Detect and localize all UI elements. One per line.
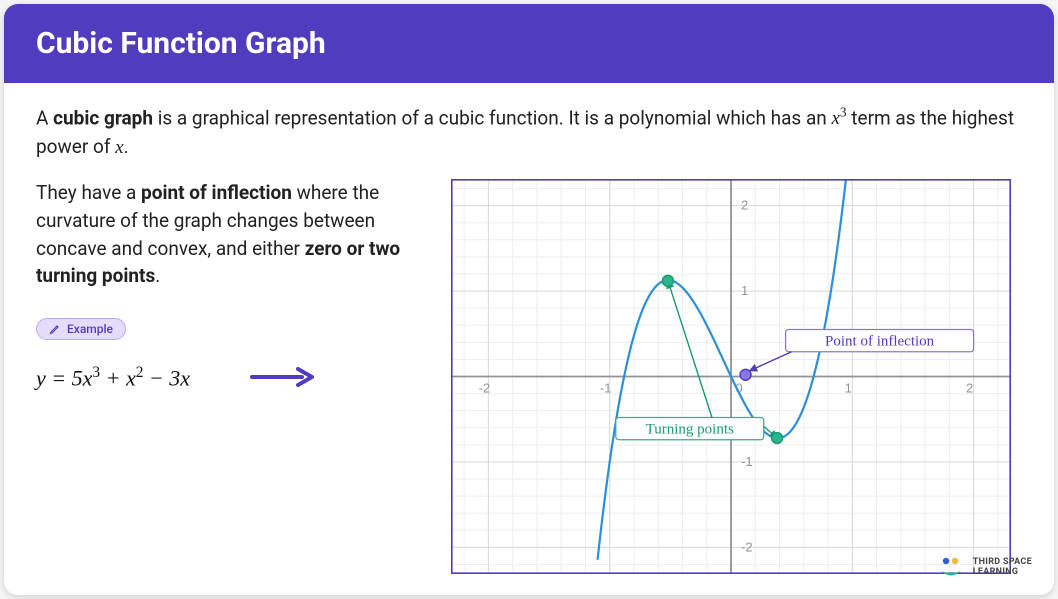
svg-text:2: 2 — [966, 381, 973, 396]
intro-text: is a graphical representation of a cubic… — [153, 106, 831, 129]
svg-text:1: 1 — [741, 283, 748, 298]
svg-text:-1: -1 — [741, 454, 753, 469]
lesson-card: Cubic Function Graph A cubic graph is a … — [4, 4, 1054, 595]
logo-text: THIRD SPACE LEARNING — [973, 557, 1032, 578]
chart-svg: -2-1012-2-112Turning pointsPoint of infl… — [451, 179, 1011, 574]
para-text: They have a — [36, 181, 141, 204]
example-badge: Example — [36, 318, 126, 340]
inflection-paragraph: They have a point of inflection where th… — [36, 179, 431, 289]
card-content: A cubic graph is a graphical representat… — [4, 83, 1054, 592]
svg-text:-2: -2 — [741, 540, 753, 555]
brand-logo: THIRD SPACE LEARNING — [937, 556, 1032, 578]
arrow-icon — [250, 366, 314, 388]
intro-bold-term: cubic graph — [53, 106, 153, 129]
pencil-icon — [49, 323, 61, 335]
card-header: Cubic Function Graph — [4, 4, 1054, 83]
page-title: Cubic Function Graph — [36, 26, 1022, 61]
intro-paragraph: A cubic graph is a graphical representat… — [36, 103, 1022, 161]
math-x-cubed: x3 — [831, 108, 846, 129]
svg-text:-2: -2 — [479, 381, 491, 396]
logo-icon — [937, 556, 965, 578]
body-row: They have a point of inflection where th… — [36, 179, 1022, 578]
logo-line1: THIRD SPACE — [973, 557, 1032, 567]
left-column: They have a point of inflection where th… — [36, 179, 431, 578]
equation-text: y = 5x3 + x2 − 3x — [36, 364, 190, 391]
svg-text:1: 1 — [845, 381, 852, 396]
svg-text:Point of inflection: Point of inflection — [825, 334, 935, 350]
para-bold: point of inflection — [141, 181, 292, 204]
example-label: Example — [67, 322, 113, 336]
equation-row: y = 5x3 + x2 − 3x — [36, 364, 431, 391]
intro-text: . — [124, 135, 129, 158]
math-x: x — [115, 137, 123, 158]
intro-text: A — [36, 106, 53, 129]
logo-line2: LEARNING — [973, 567, 1032, 577]
para-text: . — [155, 264, 160, 287]
svg-text:-1: -1 — [600, 381, 612, 396]
cubic-chart: -2-1012-2-112Turning pointsPoint of infl… — [451, 179, 1011, 578]
svg-text:Turning points: Turning points — [646, 422, 734, 438]
svg-text:2: 2 — [741, 198, 748, 213]
